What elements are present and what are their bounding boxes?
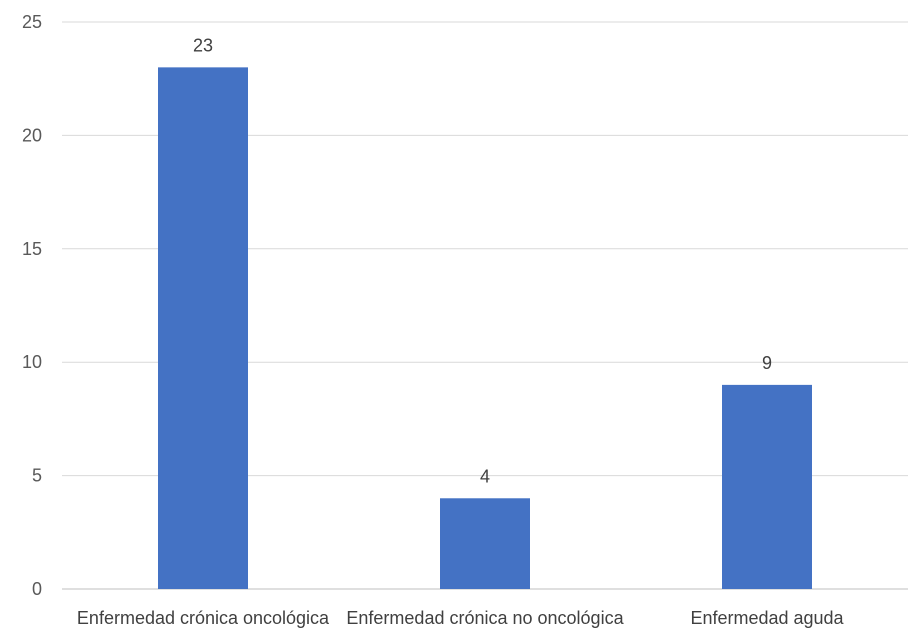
y-tick-label: 25 [22,12,42,32]
data-label: 4 [480,466,490,486]
category-label: Enfermedad crónica no oncológica [346,608,624,628]
y-tick-label: 20 [22,125,42,145]
y-tick-label: 10 [22,352,42,372]
category-label: Enfermedad aguda [690,608,844,628]
data-label: 9 [762,353,772,373]
bars [158,67,812,590]
y-tick-label: 5 [32,466,42,486]
category-label: Enfermedad crónica oncológica [77,608,330,628]
bar [440,498,530,589]
y-axis-tick-labels: 0 5 10 15 20 25 [22,12,42,599]
y-tick-label: 15 [22,239,42,259]
x-axis-category-labels: Enfermedad crónica oncológica Enfermedad … [77,608,845,628]
bar [722,384,812,589]
data-label: 23 [193,35,213,55]
data-labels: 23 4 9 [193,35,772,486]
y-tick-label: 0 [32,579,42,599]
bar [158,67,248,590]
